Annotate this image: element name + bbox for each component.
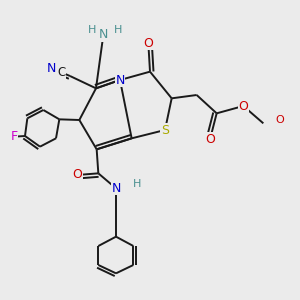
Text: H: H	[114, 25, 122, 35]
Text: N: N	[111, 182, 121, 195]
Text: N: N	[115, 74, 125, 86]
Text: O: O	[276, 115, 284, 125]
Text: C: C	[58, 66, 66, 79]
Text: H: H	[133, 179, 141, 189]
Text: H: H	[88, 25, 96, 35]
Text: O: O	[238, 100, 248, 112]
Text: S: S	[161, 124, 169, 136]
Text: O: O	[143, 37, 153, 50]
Text: O: O	[72, 169, 82, 182]
Text: F: F	[11, 130, 18, 143]
Text: O: O	[205, 133, 215, 146]
Text: N: N	[99, 28, 108, 41]
Text: N: N	[47, 62, 56, 75]
